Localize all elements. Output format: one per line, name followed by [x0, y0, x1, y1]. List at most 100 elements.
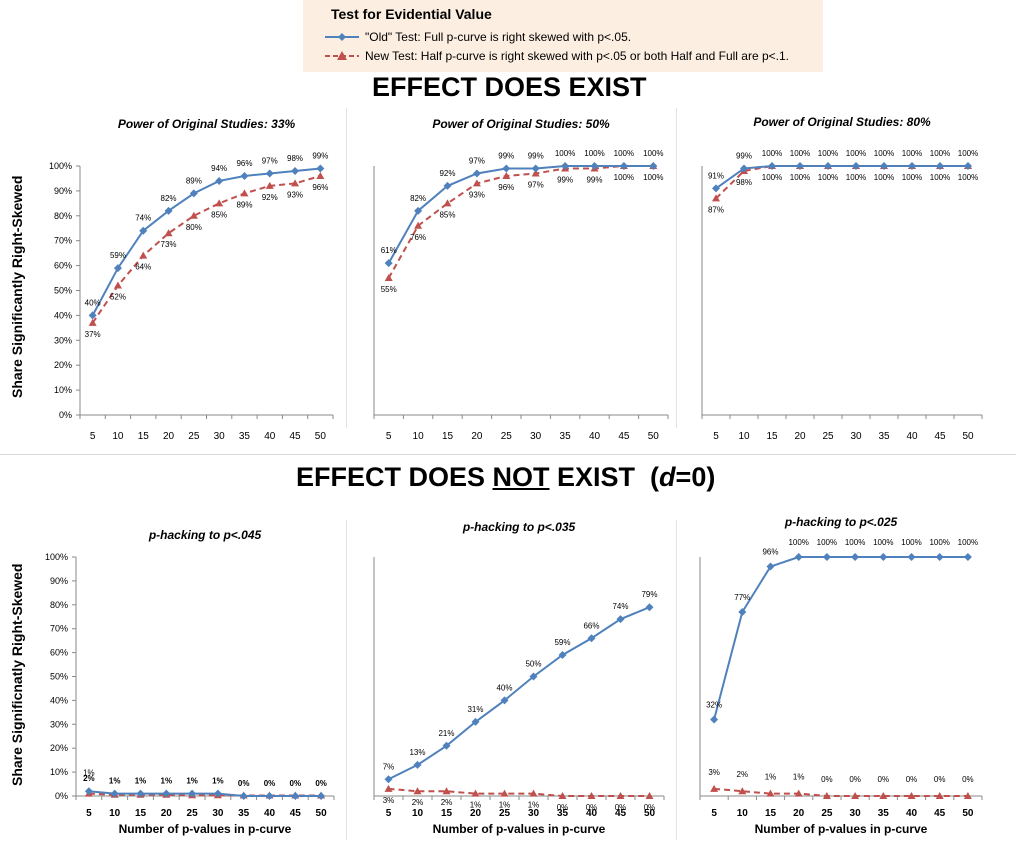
old-test-data-label: 1% [161, 777, 173, 786]
new-test-point [414, 221, 423, 229]
new-test-point [189, 211, 198, 219]
new-test-data-label: 100% [790, 173, 810, 182]
x-axis-label: Number of p-values in p-curve [119, 822, 292, 836]
x-tick-label: 35 [878, 808, 890, 819]
new-test-point [907, 792, 916, 799]
new-test-data-label: 100% [614, 173, 634, 182]
old-test-data-label: 100% [845, 538, 865, 547]
old-test-point [136, 789, 145, 798]
new-test-data-label: 97% [528, 180, 544, 189]
new-test-data-label: 0% [644, 803, 656, 812]
y-tick-label: 20% [54, 360, 72, 370]
chart-title: p-hacking to p<.045 [148, 528, 262, 542]
title-part-3: =0) [675, 462, 716, 492]
new-test-data-label: 100% [930, 173, 950, 182]
new-test-data-label: 1% [499, 801, 511, 810]
x-tick-label: 45 [618, 431, 630, 442]
new-test-point [384, 784, 393, 792]
new-test-data-label: 100% [902, 173, 922, 182]
new-test-data-label: 1% [793, 773, 805, 782]
new-test-data-label: 98% [736, 178, 752, 187]
x-tick-label: 5 [386, 808, 392, 819]
old-test-data-label: 100% [788, 538, 808, 547]
new-test-point [587, 792, 596, 799]
old-test-point [710, 715, 719, 724]
new-test-data-label: 0% [906, 775, 918, 784]
old-test-point [139, 226, 148, 235]
old-test-data-label: 79% [641, 590, 657, 599]
old-test-point [240, 171, 249, 180]
y-tick-label: 70% [54, 236, 72, 246]
new-test-data-label: 89% [236, 200, 252, 209]
x-tick-label: 20 [470, 808, 482, 819]
old-test-point [794, 553, 803, 561]
old-test-point [935, 553, 944, 561]
old-test-data-label: 77% [734, 593, 750, 602]
new-test-data-label: 85% [439, 210, 455, 219]
old-test-point [879, 553, 888, 561]
old-test-point [880, 162, 888, 170]
x-tick-label: 10 [412, 808, 424, 819]
x-tick-label: 40 [586, 808, 598, 819]
x-tick-label: 5 [86, 808, 92, 819]
chart-title: Power of Original Studies: 80% [753, 115, 931, 129]
chart-panel-6: p-hacking to p<.025 5 10 15 20 25 30 35 40 45 50 Nu… [699, 515, 983, 836]
x-tick-label: 35 [239, 431, 251, 442]
old-test-point [472, 169, 481, 178]
x-tick-label: 5 [713, 431, 719, 442]
x-tick-label: 50 [962, 431, 974, 442]
new-test-line [388, 787, 650, 797]
old-test-data-label: 100% [790, 149, 810, 158]
x-tick-label: 15 [766, 431, 778, 442]
x-tick-label: 45 [290, 808, 302, 819]
new-test-point [240, 189, 249, 197]
new-test-line [714, 787, 968, 797]
x-tick-label: 20 [163, 431, 175, 442]
new-test-data-label: 0% [934, 775, 946, 784]
y-tick-label: 90% [50, 576, 68, 586]
y-tick-label: 80% [50, 600, 68, 610]
new-test-data-label: 93% [469, 190, 485, 199]
old-test-point [265, 169, 274, 178]
old-test-point [471, 717, 480, 726]
x-tick-label: 25 [821, 808, 833, 819]
x-tick-label: 40 [906, 431, 918, 442]
x-tick-label: 15 [441, 808, 453, 819]
old-test-point [213, 789, 222, 798]
new-test-line [387, 165, 654, 279]
old-test-point [239, 792, 248, 800]
new-test-data-label: 55% [381, 285, 397, 294]
x-tick-label: 35 [878, 431, 890, 442]
x-tick-label: 5 [386, 431, 392, 442]
x-tick-label: 5 [711, 808, 717, 819]
old-test-point [442, 741, 451, 750]
x-tick-label: 25 [499, 808, 511, 819]
x-tick-label: 5 [90, 431, 96, 442]
old-test-data-label: 100% [643, 149, 663, 158]
old-test-data-label: 50% [525, 660, 541, 669]
new-test-data-label: 0% [849, 775, 861, 784]
old-test-point [500, 696, 509, 705]
x-tick-label: 15 [138, 431, 150, 442]
panel-divider-4 [676, 520, 677, 840]
old-test-point [384, 775, 393, 784]
old-test-point [502, 164, 511, 173]
old-test-data-label: 100% [874, 149, 894, 158]
chart-panel-4: p-hacking to p<.0450%10%20%30%40%50%60%7… [45, 528, 335, 836]
chart-title: p-hacking to p<.025 [784, 515, 898, 529]
old-test-point [851, 553, 860, 561]
x-tick-label: 50 [648, 431, 660, 442]
old-test-data-label: 0% [290, 779, 302, 788]
panel-divider-2 [676, 108, 677, 428]
section-divider [0, 454, 1016, 455]
new-test-point [794, 789, 803, 797]
y-tick-label: 40% [50, 695, 68, 705]
new-test-point [558, 792, 567, 799]
old-test-line [88, 790, 322, 797]
new-test-data-label: 100% [762, 173, 782, 182]
x-tick-label: 10 [737, 808, 749, 819]
old-test-point [587, 634, 596, 643]
old-test-data-label: 1% [186, 777, 198, 786]
new-test-data-label: 87% [708, 205, 724, 214]
x-tick-label: 10 [109, 808, 121, 819]
